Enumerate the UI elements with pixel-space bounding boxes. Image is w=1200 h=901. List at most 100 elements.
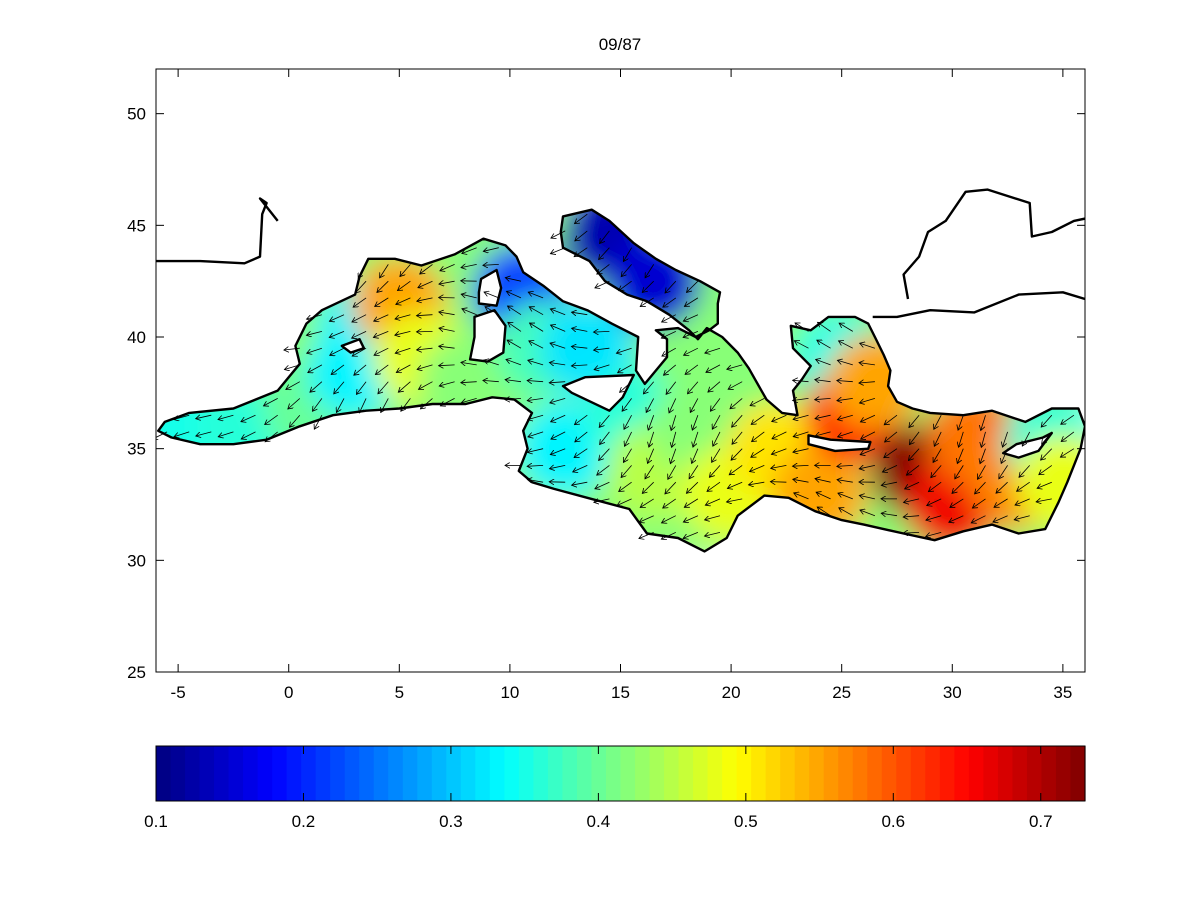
- colorbar-cell: [257, 746, 273, 801]
- vector-arrow: [683, 314, 699, 322]
- vector-arrow: [642, 481, 654, 493]
- colorbar-tick-label: 0.1: [144, 812, 168, 831]
- colorbar-cell: [562, 746, 578, 801]
- vector-arrow: [241, 431, 256, 439]
- vector-arrow: [527, 465, 544, 466]
- colorbar-cell: [402, 746, 418, 801]
- colorbar-cell: [373, 746, 389, 801]
- colorbar-tick-label: 0.5: [734, 812, 758, 831]
- colorbar-cell: [315, 746, 331, 801]
- vector-arrow: [665, 481, 677, 494]
- vector-arrow: [885, 431, 898, 442]
- vector-arrow: [730, 398, 743, 408]
- vector-arrow: [575, 414, 588, 425]
- vector-arrow: [595, 481, 610, 489]
- vector-arrow: [981, 431, 986, 448]
- vector-arrow: [307, 347, 323, 353]
- vector-arrow: [400, 264, 411, 276]
- vector-arrow: [958, 415, 964, 430]
- vector-arrow: [375, 297, 389, 307]
- vector-arrow: [286, 381, 300, 390]
- vector-arrow: [395, 347, 411, 353]
- vector-arrow: [662, 347, 676, 356]
- vector-arrow: [838, 431, 853, 437]
- vector-arrow: [664, 364, 677, 375]
- coastline-segment: [872, 291, 1085, 319]
- vector-arrow: [174, 431, 190, 437]
- colorbar-cell: [330, 746, 346, 801]
- vector-arrow: [815, 479, 831, 483]
- vector-arrow: [838, 493, 853, 500]
- vector-arrow: [685, 364, 699, 375]
- vector-arrow: [662, 515, 676, 523]
- vector-arrow: [882, 465, 898, 472]
- vector-arrow: [1060, 448, 1075, 458]
- vector-arrow: [623, 247, 632, 262]
- vector-arrow: [417, 331, 433, 332]
- vector-arrow: [599, 414, 610, 427]
- vector-arrow: [772, 431, 787, 439]
- vector-arrow: [709, 465, 721, 477]
- vector-arrow: [662, 314, 676, 322]
- vector-arrow: [418, 280, 433, 288]
- vector-arrow: [683, 515, 699, 522]
- vector-arrow: [196, 431, 212, 436]
- vector-arrow: [692, 415, 699, 430]
- x-tick-label: 25: [832, 683, 851, 702]
- colorbar-cell: [475, 746, 491, 801]
- vector-arrow: [483, 380, 499, 381]
- vector-arrow: [374, 314, 389, 322]
- vector-arrow: [927, 498, 942, 506]
- colorbar-cell: [910, 746, 926, 801]
- colorbar-cell: [243, 746, 259, 801]
- colorbar-cell: [446, 746, 462, 801]
- coastline: [156, 188, 1085, 553]
- vector-arrow: [957, 448, 964, 464]
- vector-arrow: [439, 381, 455, 386]
- vector-arrow: [642, 280, 654, 292]
- vector-arrow: [861, 431, 876, 439]
- vector-arrow: [572, 312, 588, 315]
- vector-arrow: [549, 382, 566, 383]
- colorbar-frame: [155, 745, 1086, 802]
- x-tick-label: 15: [611, 683, 630, 702]
- vector-arrow: [439, 328, 455, 331]
- colorbar-cell: [417, 746, 433, 801]
- vector-arrow: [860, 414, 876, 422]
- colorbar-cell: [838, 746, 854, 801]
- vector-arrow: [398, 280, 411, 290]
- vector-arrow: [643, 381, 655, 394]
- vector-arrow: [981, 415, 986, 430]
- colorbar-cell: [954, 746, 970, 801]
- vector-arrow: [926, 515, 942, 521]
- vector-arrow: [752, 431, 765, 442]
- vector-arrow: [331, 364, 345, 375]
- vector-arrow: [1061, 431, 1075, 442]
- vector-arrow: [860, 448, 876, 455]
- vector-arrow: [527, 398, 544, 400]
- vector-arrow: [793, 414, 809, 419]
- vector-arrow: [996, 481, 1008, 493]
- vector-arrow: [727, 364, 743, 369]
- vector-arrow: [687, 280, 699, 292]
- vector-arrow: [439, 346, 455, 348]
- vector-arrow: [837, 465, 853, 466]
- vector-arrow: [712, 448, 721, 463]
- vector-arrow: [859, 495, 875, 499]
- colorbar-cell: [185, 746, 201, 801]
- vector-arrow: [622, 398, 632, 411]
- vector-arrow: [330, 347, 345, 355]
- colorbar-cell: [968, 746, 984, 801]
- vector-arrow: [529, 341, 544, 349]
- vector-arrow: [571, 365, 588, 366]
- vector-arrow: [505, 380, 522, 382]
- vector-arrow: [439, 312, 455, 315]
- vector-arrow: [550, 309, 566, 316]
- vector-arrow: [750, 465, 765, 471]
- vector-arrow: [1022, 431, 1031, 446]
- vector-arrow: [218, 414, 234, 419]
- vector-arrow: [377, 280, 389, 292]
- y-tick-label: 50: [127, 105, 146, 124]
- vector-arrow: [669, 398, 677, 413]
- vector-arrow: [196, 415, 212, 419]
